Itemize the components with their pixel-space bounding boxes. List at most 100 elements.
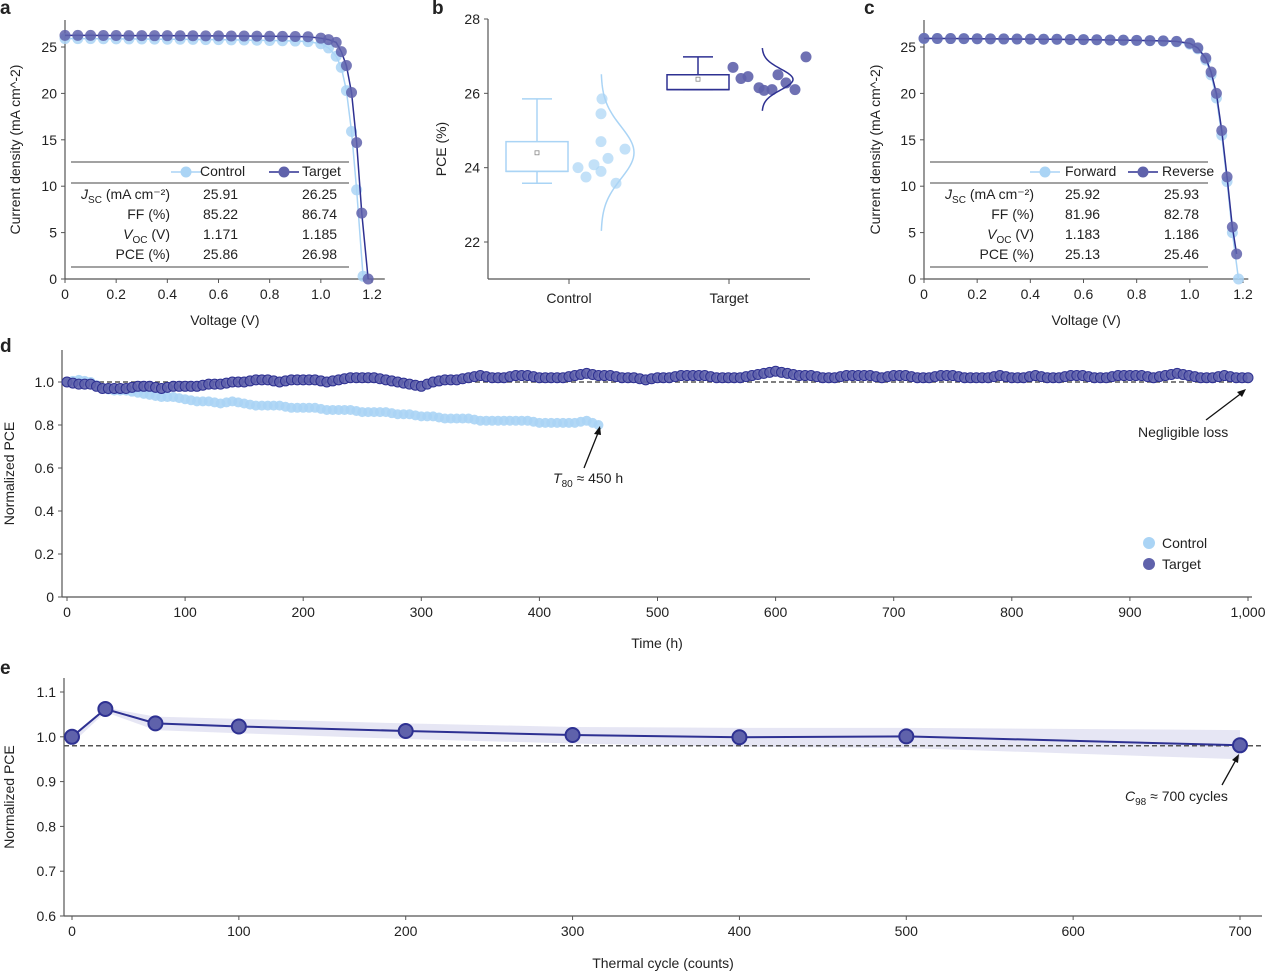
x-tick-label: 1,000 [1230, 604, 1265, 620]
y-tick-label: 10 [41, 178, 57, 194]
x-tick-label: 100 [227, 923, 251, 939]
y-tick-label: 25 [41, 39, 57, 55]
data-point-target [302, 31, 314, 43]
x-tick-label: 800 [1000, 604, 1024, 620]
data-point-reverse [1192, 42, 1204, 54]
x-tick-label: 400 [728, 923, 752, 939]
cell: 25.13 [1065, 246, 1101, 262]
x-tick-label: 0.4 [158, 286, 178, 302]
data-point [230, 718, 247, 735]
data-point-reverse [1200, 52, 1212, 64]
data-point-target [351, 137, 363, 149]
cell: 86.74 [302, 206, 338, 222]
y-tick-label: 10 [900, 178, 916, 194]
cell: 25.86 [203, 246, 239, 262]
cell: 26.25 [302, 186, 338, 202]
y-tick-label: 5 [908, 225, 916, 241]
data-point-target [72, 29, 84, 41]
data-point-control [595, 165, 607, 177]
data-point-target [735, 72, 747, 84]
annotation-arrow [583, 427, 601, 469]
y-tick-label: 1.0 [37, 729, 57, 745]
x-tick-label: 500 [895, 923, 919, 939]
data-point-target [276, 30, 288, 42]
data-point-reverse [1216, 125, 1228, 137]
y-tick-label: 20 [900, 85, 916, 101]
data-point-target [187, 30, 199, 42]
data-point-target [766, 84, 778, 96]
panel-label-a: a [0, 0, 11, 19]
cell: 25.46 [1164, 246, 1200, 262]
subscript: 98 [1135, 796, 1147, 808]
y-tick-label: 0.7 [37, 863, 57, 879]
data-point-reverse [931, 32, 943, 44]
data-point-reverse [1064, 33, 1076, 45]
y-tick-label: 0.6 [37, 908, 57, 924]
data-point-target [213, 30, 224, 42]
unit: (V) [147, 226, 170, 242]
annotation-arrow [1221, 757, 1238, 786]
cell: 82.78 [1164, 206, 1200, 222]
x-tick-label: 0.8 [1127, 286, 1147, 302]
data-point-control [602, 152, 614, 164]
x-tick-label: 1.0 [1180, 286, 1200, 302]
data-point-reverse [1221, 171, 1233, 183]
annotation-arrow [1205, 391, 1244, 421]
x-tick-label: 0.6 [1074, 286, 1094, 302]
negligible-loss-annotation: Negligible loss [1138, 424, 1229, 440]
arrowhead-icon [1232, 754, 1239, 763]
panel-label-b: b [432, 0, 444, 19]
series-line-target [65, 34, 369, 280]
data-point-reverse [918, 32, 930, 44]
y-tick-label: 0.9 [37, 774, 57, 790]
legend-marker-control [1143, 537, 1155, 549]
data-point-reverse [1226, 221, 1238, 233]
legend-marker [1137, 166, 1149, 178]
data-point [64, 728, 80, 745]
legend-control-a: Control [200, 163, 245, 179]
y-axis-label: Current density (mA cm^-2) [7, 65, 23, 235]
data-point-target [200, 30, 212, 42]
legend-target-d: Target [1162, 556, 1201, 572]
data-point-target [335, 46, 347, 58]
y-tick-label: 24 [464, 160, 480, 176]
x-tick-label: 900 [1118, 604, 1142, 620]
data-point [731, 729, 748, 746]
symbol: V [987, 226, 997, 242]
legend-forward-c: Forward [1065, 163, 1116, 179]
y-tick-label: 5 [49, 225, 57, 241]
y-tick-label: 25 [900, 39, 916, 55]
data-point [1232, 737, 1248, 754]
data-point-target [340, 60, 352, 72]
unit: (mA cm⁻²) [965, 186, 1034, 202]
x-tick-label: Control [546, 290, 591, 306]
symbol: V [123, 226, 133, 242]
legend-label: Forward [1065, 163, 1117, 179]
cell: 1.185 [302, 226, 338, 242]
x-tick-label: 0.2 [106, 286, 126, 302]
data-point-reverse [1205, 66, 1217, 78]
subscript: OC [996, 234, 1012, 246]
legend-label: Reverse [1162, 163, 1215, 179]
x-axis-label: Voltage (V) [190, 312, 259, 328]
data-point-target [97, 29, 109, 41]
data-point-target [136, 30, 148, 42]
data-point-control [593, 420, 604, 430]
x-axis-label: Time (h) [631, 635, 683, 651]
data-point [147, 715, 164, 732]
x-tick-label: 200 [394, 923, 418, 939]
arrowhead-icon [1237, 389, 1246, 397]
data-point-target [362, 273, 374, 285]
x-tick-label: 0 [61, 286, 69, 302]
data-point-control [588, 159, 600, 171]
y-tick-label: 0.8 [35, 417, 55, 433]
data-point-control [595, 108, 607, 120]
x-tick-label: 200 [292, 604, 316, 620]
x-tick-label: 0 [920, 286, 928, 302]
x-tick-label: 100 [173, 604, 197, 620]
data-point-target [356, 207, 368, 219]
row-ff-label: FF (%) [991, 206, 1034, 222]
x-tick-label: 0 [68, 923, 76, 939]
x-tick-label: 500 [646, 604, 670, 620]
y-tick-label: 0 [908, 271, 916, 287]
